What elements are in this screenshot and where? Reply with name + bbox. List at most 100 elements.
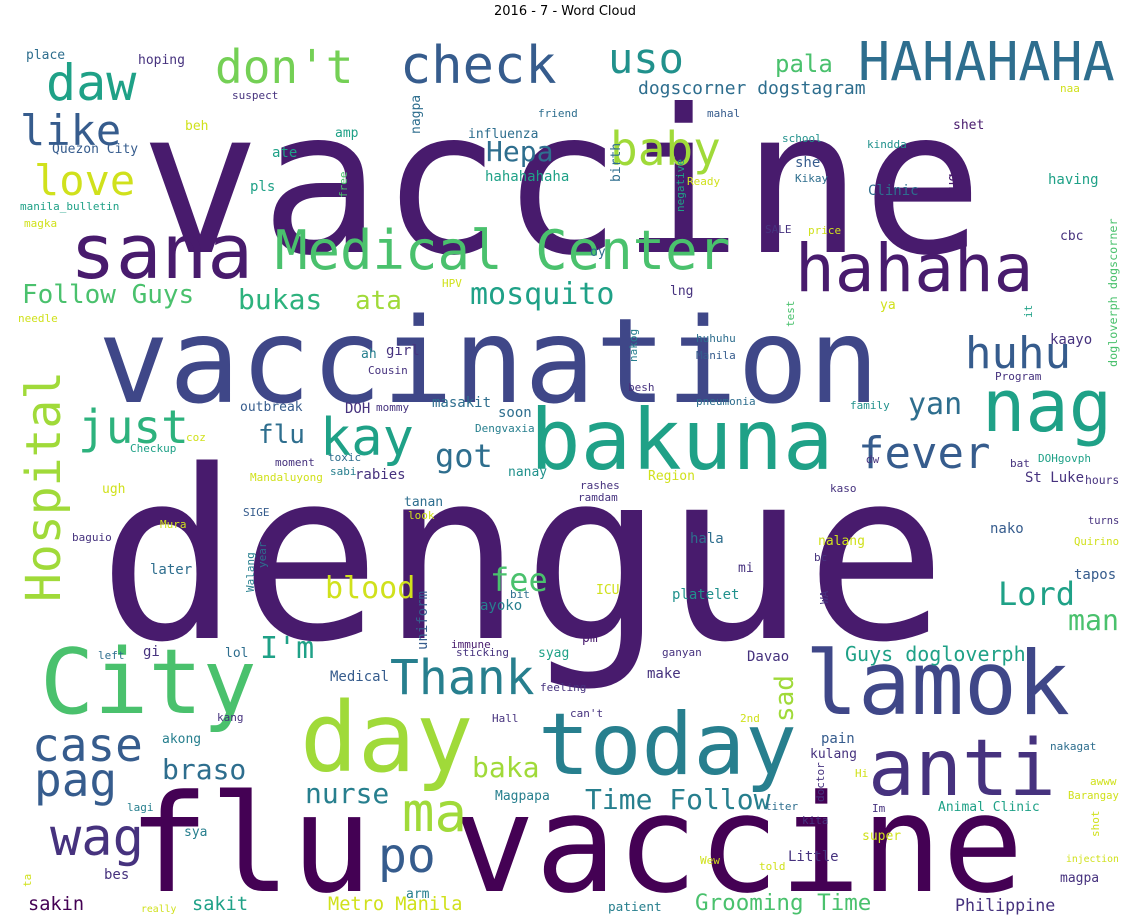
word-awww: awww — [1090, 775, 1117, 788]
word-outbreak: outbreak — [240, 400, 303, 415]
word-tapos: tapos — [1074, 567, 1117, 583]
word-manila-bulletin: manila_bulletin — [20, 200, 120, 213]
word-dogscorner-dogstagram: dogscorner dogstagram — [638, 78, 866, 99]
word-pneumonia: pneumonia — [696, 395, 756, 408]
word-can-t: can't — [570, 707, 604, 720]
word-barangay: Barangay — [1068, 790, 1119, 802]
word-birth: birth — [609, 142, 624, 182]
word-ate: ate — [272, 145, 298, 161]
word-pls: pls — [250, 179, 276, 195]
word-nanay: nanay — [508, 465, 548, 480]
word-platelet: platelet — [672, 587, 740, 603]
word-cloud: vaccine dengue vaccination flu vaccine bakun… — [10, 22, 1120, 915]
word-titer: titer — [765, 800, 799, 813]
word-year: year — [256, 541, 269, 569]
word-vaccination: vaccination — [98, 292, 880, 430]
word-little: Little — [788, 849, 839, 865]
word-sakin: sakin — [28, 894, 85, 915]
word-mosquito: mosquito — [470, 277, 615, 312]
word-nagpa: nagpa — [409, 94, 424, 134]
word-nakog: nakog — [627, 328, 640, 362]
word-ma: ma — [402, 781, 468, 844]
word-magka: magka — [24, 217, 58, 230]
word-kita: kita — [802, 814, 829, 827]
word-sige: SIGE — [243, 506, 270, 519]
word-lol: lol — [225, 646, 249, 661]
word-huhu: huhu — [965, 328, 1071, 379]
word-kikay: Kikay — [795, 172, 829, 185]
word-quezon-city: Quezon City — [52, 142, 139, 157]
word-sana: sana — [70, 207, 254, 296]
word-fee: fee — [490, 561, 548, 599]
word-sakit: sakit — [192, 894, 249, 915]
word-told: told — [759, 860, 786, 873]
word-bes: bes — [104, 867, 130, 883]
word-philippine: Philippine — [955, 896, 1056, 915]
word-hahaha: hahaha — [795, 230, 1034, 307]
word-family: family — [850, 399, 890, 412]
word-test: test — [784, 300, 797, 328]
word-coz: coz — [186, 431, 206, 444]
word-sticking: sticking — [456, 646, 509, 659]
word-nalang: nalang — [818, 534, 865, 549]
word-girl: girl — [386, 343, 420, 359]
word-akong: akong — [162, 732, 202, 747]
word-pain: pain — [821, 731, 855, 747]
word-doh: DOH — [345, 401, 371, 417]
word-clinic: Clinic — [868, 183, 919, 199]
word-kaayo: kaayo — [1050, 332, 1093, 348]
word-mandaluyong: Mandaluyong — [250, 471, 323, 484]
word-immune: immune — [451, 638, 491, 651]
word-free: free — [337, 171, 350, 199]
word-friend: friend — [538, 107, 578, 120]
word-super: super — [862, 829, 902, 844]
word-davao: Davao — [747, 649, 790, 665]
word-school: school — [782, 132, 822, 145]
word-uniform: uniform — [415, 590, 431, 650]
word-ramdam: ramdam — [578, 491, 618, 504]
word-soon: soon — [498, 405, 532, 421]
word-bukas: bukas — [238, 283, 323, 316]
word-flu-vaccine: flu vaccine — [128, 765, 1024, 915]
word-medical: Medical — [330, 669, 390, 685]
word-negative: negative — [674, 159, 687, 212]
word-anti: anti — [868, 724, 1056, 814]
word-got: got — [435, 437, 493, 475]
word-cbc: cbc — [1060, 229, 1084, 244]
word-cousin: Cousin — [368, 364, 408, 377]
word-naa: naa — [1060, 82, 1080, 95]
word-uso: uso — [608, 34, 684, 83]
word-braso: braso — [162, 753, 247, 786]
word-kang: kang — [217, 711, 244, 724]
word-look: look — [408, 509, 435, 522]
word-place: place — [26, 48, 66, 63]
word-syag: syag — [538, 646, 570, 661]
word-yan: yan — [908, 387, 963, 422]
word-hours: hours — [1085, 473, 1120, 487]
word-oy: oy — [590, 245, 606, 260]
word-man: man — [1068, 604, 1119, 637]
word-ganyan: ganyan — [662, 646, 702, 659]
word-sya: sya — [184, 825, 208, 840]
word-ta: ta — [21, 873, 34, 887]
word-wew: Wew — [700, 854, 720, 867]
word-baby: baby — [610, 122, 721, 176]
word-wag: wag — [50, 808, 144, 868]
word-lagi: lagi — [127, 801, 154, 814]
word-i-m: I'm — [260, 631, 315, 666]
word-kulang: kulang — [810, 747, 857, 762]
word-nag: nag — [982, 364, 1113, 448]
word-left: left — [98, 649, 125, 662]
word-daw: daw — [46, 54, 137, 112]
word-gi: gi — [143, 644, 160, 660]
word-feeling: feeling — [540, 681, 587, 694]
word-mi: mi — [738, 561, 754, 576]
word-blood: blood — [325, 571, 416, 606]
word-dengvaxia: Dengvaxia — [475, 422, 535, 435]
word-sad: sad — [770, 675, 800, 722]
word-beh: beh — [185, 119, 209, 134]
word-po: po — [378, 828, 436, 884]
word-dogloverph-dogscorner: dogloverph dogscorner — [1106, 218, 1120, 367]
word-city: City — [40, 630, 257, 735]
word-flu: flu — [258, 420, 305, 450]
